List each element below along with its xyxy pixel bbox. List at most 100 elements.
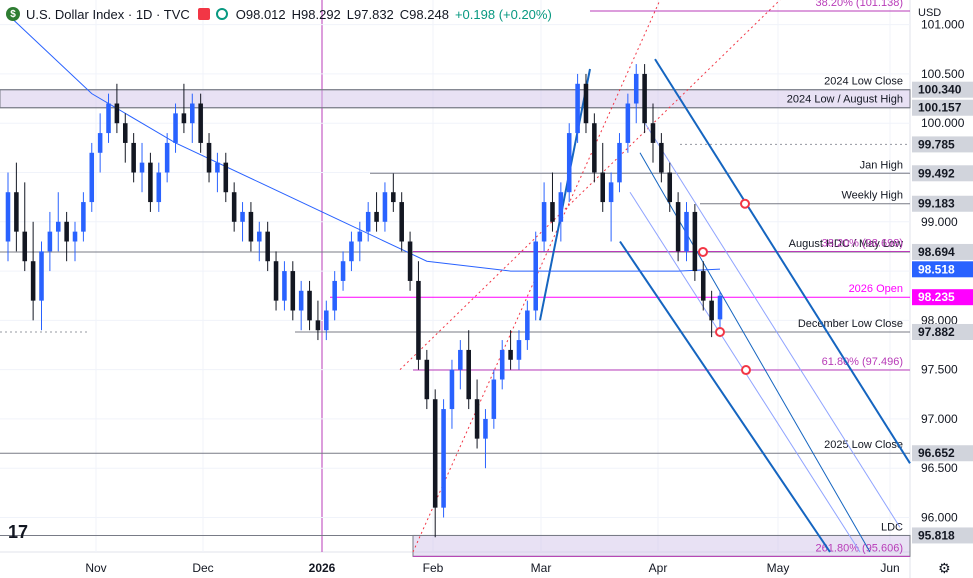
currency-selector[interactable]: USD	[912, 3, 972, 23]
candle-body	[499, 349, 505, 380]
candle-body	[692, 211, 698, 272]
candle-body	[215, 162, 220, 173]
close-value: C98.248	[399, 6, 449, 22]
price-tag-label: 100.157	[918, 101, 962, 115]
x-tick-label: Jun	[880, 561, 899, 575]
x-tick-label: 2026	[309, 561, 336, 575]
candle-body	[114, 103, 120, 124]
candle-body	[315, 320, 321, 331]
candle-body	[508, 349, 513, 360]
candle-body	[650, 123, 656, 143]
price-tag	[912, 243, 973, 260]
price-tag	[912, 165, 973, 182]
candle-body	[625, 103, 631, 143]
price-tag-label: 98.694	[918, 245, 955, 259]
candle-body	[298, 290, 304, 311]
candle-body	[131, 142, 136, 173]
y-tick-label: 97.500	[921, 363, 958, 377]
level-label: Jan High	[860, 159, 903, 171]
price-tag-label: 95.818	[918, 528, 955, 542]
x-tick-label: May	[767, 561, 790, 575]
price-tag-label: 97.882	[918, 325, 955, 339]
price-tag	[912, 195, 973, 212]
candle-body	[332, 280, 337, 311]
candle-body	[382, 192, 388, 222]
channel-three-quarter	[644, 122, 901, 528]
candle-body	[206, 142, 212, 173]
y-tick-label: 96.500	[921, 461, 958, 475]
candle-body	[483, 418, 488, 439]
marker-circle	[698, 246, 708, 257]
level-label: 38.20% (98.698)	[822, 238, 903, 250]
marker-circle	[741, 365, 751, 376]
y-tick-label: 99.000	[921, 215, 958, 229]
level-label: December Low Close	[798, 318, 903, 330]
channel-bottom	[619, 240, 831, 553]
price-tag	[912, 445, 973, 462]
settings-icon[interactable]: ⚙	[938, 560, 951, 576]
candle-body	[148, 162, 153, 203]
level-label: 261.80% (95.606)	[816, 542, 903, 554]
up-channel	[539, 68, 591, 321]
price-tag-label: 98.518	[918, 262, 955, 276]
candle-body	[709, 300, 714, 321]
flag-icon[interactable]	[197, 8, 210, 20]
market-status-icon	[215, 8, 228, 20]
candle-body	[190, 103, 195, 124]
candle-body	[282, 271, 287, 301]
y-tick-label: 100.000	[921, 116, 965, 130]
candle-body	[64, 221, 69, 242]
chart-header: $ U.S. Dollar Index · 1D · TVC O98.012 H…	[6, 4, 552, 24]
price-tag-label: 96.652	[918, 446, 955, 460]
candle-body	[265, 231, 270, 262]
candle-body	[81, 202, 86, 232]
level-label: Weekly High	[841, 190, 903, 202]
level-label: 2024 Low Close	[824, 76, 903, 88]
candle-body	[340, 261, 346, 281]
y-tick-label: 100.500	[921, 67, 965, 81]
channel-red-upper	[399, 0, 781, 371]
candle-body	[324, 310, 329, 331]
candle-body	[173, 113, 178, 143]
candle-body	[533, 241, 538, 311]
candle-body	[441, 409, 446, 508]
candle-body	[717, 295, 723, 320]
candle-body	[30, 261, 36, 301]
candle-body	[558, 192, 564, 222]
change-value: +0.198 (+0.20%)	[454, 6, 552, 22]
candle-body	[407, 241, 413, 281]
candle-body	[684, 211, 689, 252]
price-tag-label: 99.785	[918, 137, 955, 151]
candle-body	[458, 349, 463, 370]
candle-body	[122, 123, 128, 143]
tradingview-logo-icon: 17	[8, 522, 29, 542]
candle-body	[491, 379, 497, 419]
candle-body	[566, 133, 572, 193]
candle-body	[307, 290, 312, 321]
price-tag-label: 98.235	[918, 290, 955, 304]
candle-body	[248, 211, 254, 242]
candle-body	[5, 192, 11, 242]
candle-body	[72, 231, 78, 242]
price-tag	[912, 136, 973, 153]
candle-body	[349, 241, 354, 262]
candle-body	[290, 271, 296, 311]
price-tag	[912, 527, 973, 544]
price-tag	[912, 289, 973, 306]
price-tag-label: 100.340	[918, 83, 962, 97]
candle-body	[608, 182, 614, 203]
candle-body	[617, 142, 622, 183]
candle-body	[273, 261, 279, 301]
candle-body	[659, 142, 664, 173]
candle-body	[667, 172, 673, 203]
candle-body	[391, 192, 396, 203]
candle-body	[139, 162, 145, 173]
level-label: 38.20% (101.138)	[816, 0, 903, 9]
candle-body	[416, 280, 421, 360]
symbol-title[interactable]: U.S. Dollar Index · 1D · TVC	[26, 6, 190, 22]
candle-body	[449, 369, 455, 410]
x-tick-label: Mar	[531, 561, 552, 575]
candle-body	[106, 103, 111, 134]
currency-label[interactable]: USD	[918, 7, 942, 19]
